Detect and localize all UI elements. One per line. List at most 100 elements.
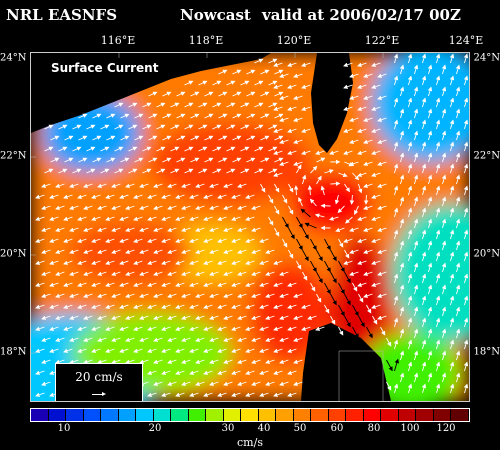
current-vector [393, 229, 399, 240]
current-vector [316, 271, 323, 284]
current-vector [268, 146, 278, 152]
current-vector [49, 238, 59, 243]
current-vector [111, 359, 121, 364]
current-vector [287, 282, 297, 287]
current-vector [231, 194, 241, 199]
current-vector [133, 194, 143, 199]
colorbar-tick-100: 100 [400, 423, 420, 434]
current-vector [377, 183, 387, 188]
current-vector [232, 113, 242, 119]
current-vector [349, 249, 359, 254]
current-vector [287, 370, 297, 375]
current-vector [203, 304, 213, 309]
lat-label-20-left: 20°N [0, 248, 27, 260]
current-vector [223, 315, 233, 320]
current-vector [287, 62, 297, 67]
current-vector [69, 249, 79, 254]
current-vector [203, 370, 213, 375]
lon-label-122: 122°E [364, 34, 400, 47]
current-vector [44, 168, 54, 174]
current-vector [167, 315, 177, 320]
current-vector [407, 251, 413, 262]
current-vector [134, 135, 144, 141]
current-vector [246, 157, 256, 163]
current-vector [175, 194, 185, 199]
current-vector [293, 139, 303, 144]
current-vector [119, 282, 129, 287]
current-vector [352, 304, 359, 317]
current-vector [49, 348, 59, 353]
current-vector [72, 124, 82, 130]
colorbar-segment [66, 409, 84, 421]
current-vector [435, 251, 441, 262]
current-vector [119, 326, 129, 331]
current-vector [265, 271, 275, 276]
current-vector [273, 128, 283, 133]
current-vector [287, 392, 297, 397]
current-vector [63, 194, 73, 199]
current-vector [343, 260, 353, 265]
current-vector [35, 348, 45, 353]
current-vector [302, 271, 308, 281]
colorbar-segment [328, 409, 347, 421]
current-vector [455, 240, 461, 251]
current-vector [463, 339, 469, 350]
current-vector [377, 139, 387, 144]
current-vector [217, 216, 227, 221]
current-vector [176, 135, 186, 141]
colorbar-segment [258, 409, 277, 421]
current-vector [363, 117, 373, 122]
current-vector [449, 251, 455, 262]
current-vector [371, 150, 381, 155]
current-vector [175, 260, 185, 265]
current-vector [175, 216, 185, 221]
current-vector [223, 381, 233, 386]
current-vector [223, 293, 233, 298]
current-vector [189, 282, 199, 287]
current-vector [394, 358, 400, 372]
current-vector [189, 348, 199, 353]
current-vector [175, 348, 185, 353]
current-vector [449, 317, 455, 328]
current-vector [259, 370, 269, 375]
current-vector [435, 273, 441, 284]
colorbar-unit-label: cm/s [237, 436, 263, 449]
current-vector [279, 95, 289, 100]
current-vector [209, 315, 219, 320]
current-vector [352, 326, 359, 339]
current-vector [125, 183, 135, 188]
current-vector [293, 117, 303, 122]
current-vector [245, 392, 255, 397]
current-vector [217, 260, 227, 265]
current-vector [147, 260, 157, 265]
current-vector [167, 381, 177, 386]
current-vector [195, 183, 205, 188]
current-vector [449, 207, 455, 218]
current-vector [449, 383, 455, 394]
current-vector [324, 169, 334, 174]
current-vector [393, 185, 399, 196]
current-vector [330, 271, 337, 284]
current-vector [421, 119, 427, 130]
current-vector [259, 260, 269, 265]
current-vector [55, 359, 65, 364]
current-vector [162, 91, 172, 97]
current-vector [97, 227, 107, 232]
current-vector [50, 157, 60, 163]
current-vector [296, 164, 302, 174]
current-vector [399, 64, 405, 75]
current-vector [134, 113, 144, 119]
current-vector [287, 106, 297, 111]
current-vector [105, 326, 115, 331]
current-vector [156, 124, 166, 130]
current-vector [83, 249, 93, 254]
current-vector [128, 102, 138, 108]
current-vector [92, 113, 102, 119]
current-vector [268, 102, 278, 108]
lat-label-18-left: 18°N [0, 346, 27, 358]
current-vector [441, 218, 447, 229]
current-vector [441, 64, 447, 75]
current-vector [363, 271, 373, 276]
current-vector [274, 113, 284, 119]
current-vector [181, 315, 191, 320]
